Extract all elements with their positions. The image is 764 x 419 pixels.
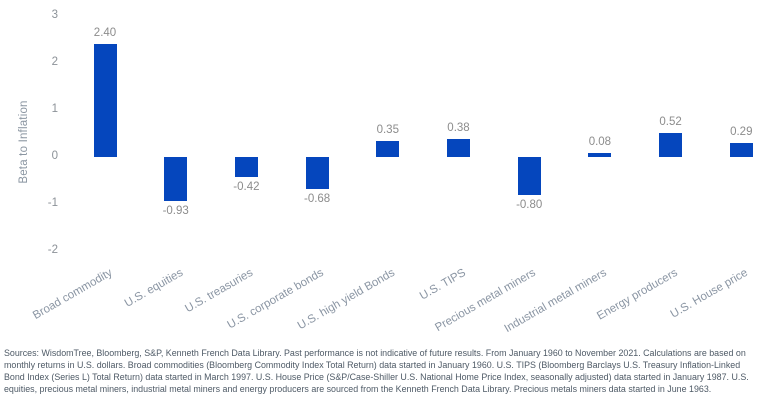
bar-value-label: 2.40 [93,27,117,40]
y-axis-tick-label: -2 [47,244,58,256]
source-footnote: Sources: WisdomTree, Bloomberg, S&P, Ken… [4,348,749,394]
x-category-label: U.S. House price [669,266,751,321]
bar-broad-commodity [93,44,117,157]
x-category-label: U.S. treasuries [183,266,256,316]
x-category-label: U.S. TIPS [417,266,468,303]
bar-u-s-high-yield-bonds [376,140,400,157]
bar-value-label: 0.29 [730,126,753,139]
bar-value-label: 0.52 [659,115,682,128]
y-axis-tick-label: 2 [51,56,58,68]
bar-u-s-corporate-bonds [305,157,329,189]
bar-u-s-equities [164,157,188,201]
y-axis-tick-label: -1 [47,197,58,209]
bar-value-label: -0.93 [162,204,189,217]
y-axis-tick-label: 3 [51,9,58,21]
x-category-label: U.S. equities [122,266,185,310]
bar-energy-producers [659,132,683,157]
bar-value-label: -0.42 [233,180,260,193]
bar-precious-metal-miners [517,157,541,195]
plot-area: 3 2 1 0 -1 -2 2.40 Broad commodity -0.93 U.S. equ… [30,9,753,335]
x-category-label: Broad commodity [30,266,114,322]
bar-value-label: 0.08 [588,136,612,149]
bar-value-label: -0.68 [303,192,331,205]
bar-u-s-tips [447,139,470,157]
y-axis-tick-label: 0 [51,150,58,162]
bar-u-s-house-price [729,143,753,157]
bar-value-label: 0.38 [447,122,470,135]
bar-value-label: 0.35 [376,123,399,136]
bar-u-s-treasuries [234,157,258,177]
bar-value-label: -0.80 [516,198,543,211]
bar-industrial-metal-miners [588,153,612,157]
y-axis-tick-label: 1 [51,103,58,115]
